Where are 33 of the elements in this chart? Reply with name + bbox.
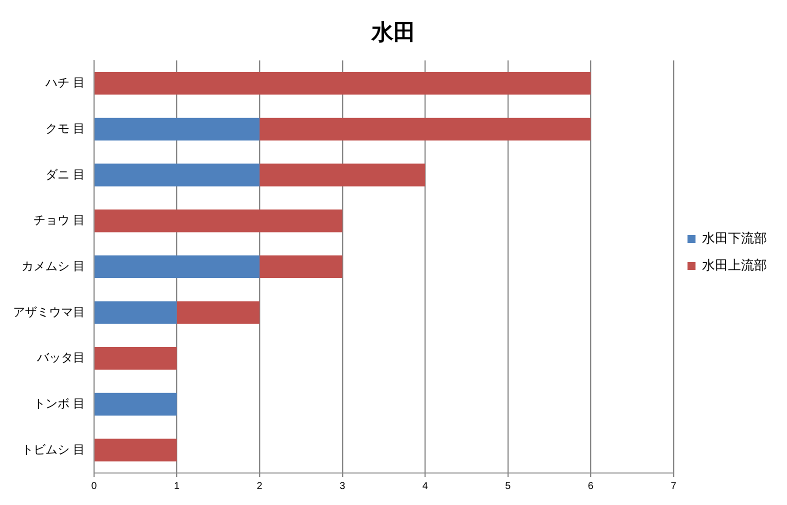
y-tick-label: アザミウマ目	[13, 304, 85, 319]
y-tick-label: カメムシ 目	[22, 259, 85, 274]
bar	[94, 301, 177, 324]
bar	[260, 164, 426, 186]
bar	[94, 392, 177, 416]
x-tick-label: 5	[505, 480, 512, 492]
bar	[94, 118, 260, 141]
bar	[260, 255, 342, 278]
x-tick-label: 6	[588, 480, 594, 492]
chart-title: 水田	[370, 19, 416, 44]
y-tick-label: トンボ 目	[34, 396, 85, 411]
bar	[94, 72, 591, 95]
x-tick-label: 1	[174, 480, 180, 492]
x-tick-label: 4	[422, 480, 428, 492]
legend-label: 水田上流部	[702, 258, 767, 273]
x-tick-label: 3	[340, 480, 346, 492]
y-tick-label: トビムシ 目	[22, 442, 85, 456]
bar	[94, 255, 260, 278]
bar	[94, 347, 177, 370]
bar	[94, 164, 260, 186]
bar	[94, 210, 342, 232]
y-tick-label: クモ 目	[46, 121, 85, 136]
bar	[94, 438, 177, 462]
legend-label: 水田下流部	[702, 230, 767, 246]
x-tick-label: 7	[670, 480, 677, 492]
bar	[176, 301, 260, 324]
y-tick-label: ハチ 目	[44, 76, 85, 90]
x-tick-label: 0	[91, 480, 98, 492]
x-tick-label: 2	[256, 480, 263, 492]
bar	[260, 118, 591, 141]
y-tick-label: チョウ 目	[34, 213, 85, 228]
y-tick-label: バッタ目	[36, 350, 85, 365]
y-tick-label: ダニ 目	[46, 167, 85, 182]
